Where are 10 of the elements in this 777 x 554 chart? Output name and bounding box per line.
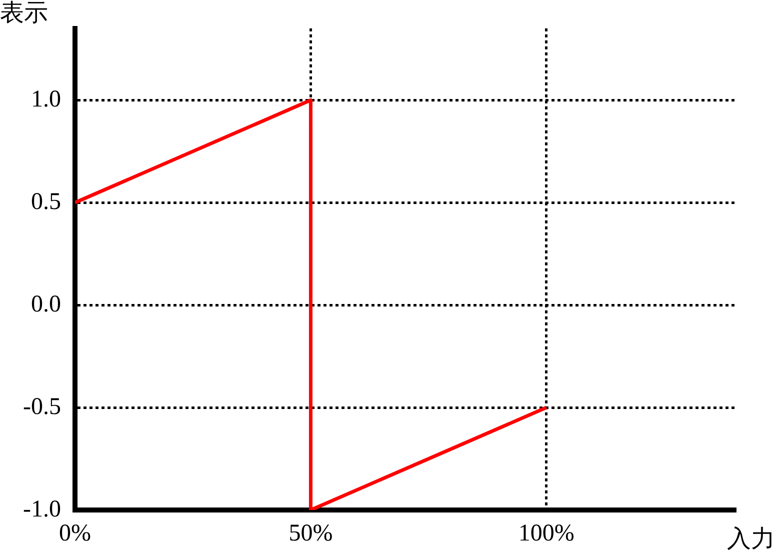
y-tick-label: 1.0 bbox=[31, 86, 61, 112]
x-tick-label: 100% bbox=[518, 520, 574, 547]
y-tick-label: -1.0 bbox=[23, 496, 61, 522]
x-tick-label: 0% bbox=[59, 520, 91, 547]
y-tick-label: 0.5 bbox=[31, 188, 61, 215]
y-tick-label: 0.0 bbox=[31, 291, 61, 318]
x-tick-label: 50% bbox=[288, 520, 333, 547]
x-axis-title: 入力 bbox=[727, 525, 775, 552]
y-tick-label: -0.5 bbox=[23, 394, 61, 420]
y-axis-title: 表示 bbox=[0, 0, 48, 26]
